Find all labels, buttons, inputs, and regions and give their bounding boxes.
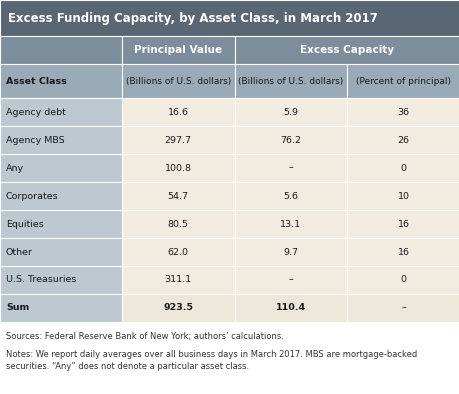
Bar [122,266,234,294]
Bar [234,154,347,182]
Bar [122,126,234,154]
Bar [347,210,459,238]
Text: 10: 10 [397,191,409,201]
Bar [0,36,122,64]
Text: 923.5: 923.5 [163,303,193,312]
Text: 297.7: 297.7 [164,136,191,145]
Text: 311.1: 311.1 [164,275,191,284]
Bar [122,98,234,126]
Text: Equities: Equities [6,219,44,229]
Text: 80.5: 80.5 [168,219,188,229]
Text: Agency MBS: Agency MBS [6,136,64,145]
Text: Corporates: Corporates [6,191,58,201]
Bar [122,36,234,64]
Bar [0,98,122,126]
Text: Other: Other [6,247,33,256]
Text: (Billions of U.S. dollars): (Billions of U.S. dollars) [238,76,343,85]
Bar [0,182,122,210]
Bar [234,266,347,294]
Bar [0,64,122,98]
Text: (Percent of principal): (Percent of principal) [355,76,450,85]
Text: 76.2: 76.2 [280,136,301,145]
Text: 16: 16 [397,219,409,229]
Bar [234,126,347,154]
Text: –: – [400,303,405,312]
Bar [0,154,122,182]
Bar [122,182,234,210]
Text: 16.6: 16.6 [168,108,188,117]
Bar [0,294,122,322]
Text: Sum: Sum [6,303,29,312]
Bar [122,64,234,98]
Text: Sources: Federal Reserve Bank of New York; authors’ calculations.: Sources: Federal Reserve Bank of New Yor… [6,332,283,341]
Text: 54.7: 54.7 [168,191,188,201]
Bar [234,36,459,64]
Bar [347,266,459,294]
Bar [347,64,459,98]
Bar [347,98,459,126]
Text: –: – [288,275,293,284]
Text: Excess Capacity: Excess Capacity [300,45,393,55]
Bar [0,210,122,238]
Text: Agency debt: Agency debt [6,108,66,117]
Bar [122,210,234,238]
Text: securities. “Any” does not denote a particular asset class.: securities. “Any” does not denote a part… [6,362,249,371]
Bar [122,154,234,182]
Bar [234,182,347,210]
Bar [347,238,459,266]
Text: 62.0: 62.0 [168,247,188,256]
Bar [0,266,122,294]
Bar [347,182,459,210]
Bar [234,210,347,238]
Bar [347,126,459,154]
Bar [234,238,347,266]
Text: Any: Any [6,164,24,173]
Bar [234,294,347,322]
Text: (Billions of U.S. dollars): (Billions of U.S. dollars) [125,76,230,85]
Bar [347,154,459,182]
Bar [0,0,459,36]
Bar [234,64,347,98]
Text: 5.6: 5.6 [283,191,298,201]
Text: U.S. Treasuries: U.S. Treasuries [6,275,76,284]
Text: 0: 0 [400,164,406,173]
Text: 9.7: 9.7 [283,247,298,256]
Text: Asset Class: Asset Class [6,76,67,85]
Bar [0,238,122,266]
Text: 100.8: 100.8 [164,164,191,173]
Text: 110.4: 110.4 [275,303,305,312]
Text: 13.1: 13.1 [280,219,301,229]
Text: 26: 26 [397,136,409,145]
Bar [347,294,459,322]
Text: 0: 0 [400,275,406,284]
Text: 5.9: 5.9 [283,108,298,117]
Text: –: – [288,164,293,173]
Text: Excess Funding Capacity, by Asset Class, in March 2017: Excess Funding Capacity, by Asset Class,… [8,11,377,24]
Bar [234,98,347,126]
Bar [122,294,234,322]
Text: 36: 36 [397,108,409,117]
Text: 16: 16 [397,247,409,256]
Text: Notes: We report daily averages over all business days in March 2017. MBS are mo: Notes: We report daily averages over all… [6,350,416,359]
Text: Principal Value: Principal Value [134,45,222,55]
Bar [122,238,234,266]
Bar [0,126,122,154]
